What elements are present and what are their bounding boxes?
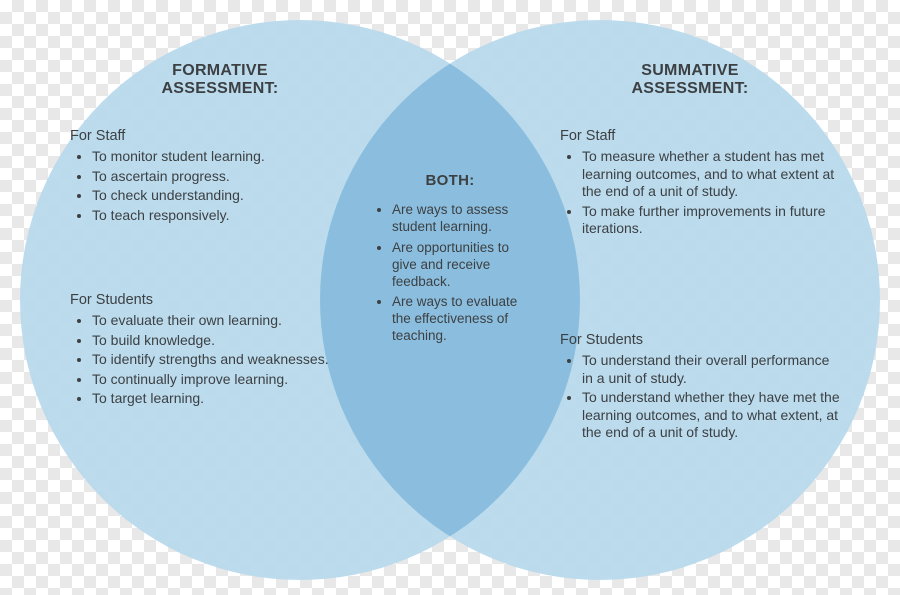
list-item: To make further improvements in future i… [582, 203, 840, 238]
list-item: Are ways to evaluate the effectiveness o… [392, 294, 530, 345]
list-item: To target learning. [92, 390, 330, 408]
list-item: To teach responsively. [92, 207, 325, 225]
text-layer: FORMATIVE ASSESSMENT: For Staff To monit… [0, 0, 900, 595]
both-block: Are ways to assess student learning. Are… [370, 202, 530, 347]
list-item: To build knowledge. [92, 332, 330, 350]
formative-title-line2: ASSESSMENT: [161, 80, 278, 97]
formative-title: FORMATIVE ASSESSMENT: [120, 62, 320, 99]
formative-staff-block: For Staff To monitor student learning. T… [70, 128, 325, 226]
summative-staff-block: For Staff To measure whether a student h… [560, 128, 840, 240]
formative-staff-list: To monitor student learning. To ascertai… [70, 148, 325, 224]
summative-staff-header: For Staff [560, 128, 840, 144]
summative-staff-list: To measure whether a student has met lea… [560, 148, 840, 238]
list-item: Are opportunities to give and receive fe… [392, 240, 530, 291]
both-title: BOTH: [385, 172, 515, 189]
list-item: To understand their overall performance … [582, 352, 840, 387]
formative-students-block: For Students To evaluate their own learn… [70, 292, 330, 410]
formative-staff-header: For Staff [70, 128, 325, 144]
summative-students-header: For Students [560, 332, 840, 348]
summative-title: SUMMATIVE ASSESSMENT: [590, 62, 790, 99]
both-title-text: BOTH: [426, 172, 475, 189]
list-item: Are ways to assess student learning. [392, 202, 530, 236]
list-item: To understand whether they have met the … [582, 389, 840, 442]
list-item: To evaluate their own learning. [92, 312, 330, 330]
list-item: To measure whether a student has met lea… [582, 148, 840, 201]
list-item: To ascertain progress. [92, 168, 325, 186]
list-item: To identify strengths and weaknesses. [92, 351, 330, 369]
list-item: To check understanding. [92, 187, 325, 205]
formative-students-header: For Students [70, 292, 330, 308]
list-item: To monitor student learning. [92, 148, 325, 166]
summative-students-block: For Students To understand their overall… [560, 332, 840, 444]
summative-students-list: To understand their overall performance … [560, 352, 840, 442]
list-item: To continually improve learning. [92, 371, 330, 389]
formative-students-list: To evaluate their own learning. To build… [70, 312, 330, 408]
summative-title-line1: SUMMATIVE [641, 62, 739, 79]
summative-title-line2: ASSESSMENT: [631, 80, 748, 97]
both-list: Are ways to assess student learning. Are… [370, 202, 530, 345]
formative-title-line1: FORMATIVE [172, 62, 268, 79]
